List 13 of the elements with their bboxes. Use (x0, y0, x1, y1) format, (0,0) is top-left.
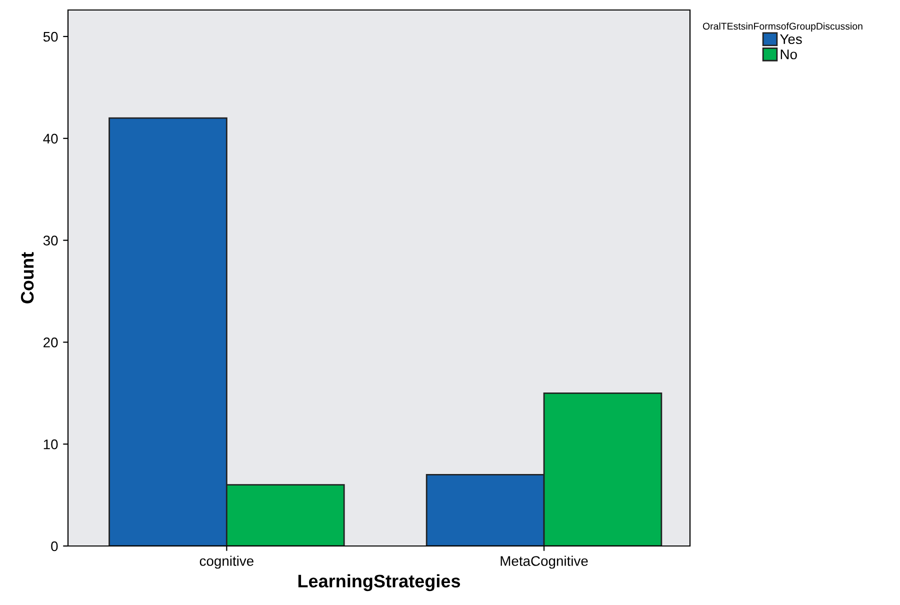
y-tick-label: 40 (43, 134, 58, 144)
y-tick-label: 30 (43, 236, 58, 246)
y-tick-label: 0 (51, 541, 58, 552)
y-tick-label: 10 (44, 439, 58, 450)
x-axis-title: LearningStrategies (298, 574, 460, 592)
legend-label: Yes (780, 34, 802, 44)
y-tick-label: 20 (44, 338, 58, 348)
legend-label: No (780, 50, 797, 60)
x-tick-label: MetaCognitive (500, 556, 588, 569)
legend-title: OralTEstsinFormsofGroupDiscussion (702, 22, 862, 32)
x-tick-label: cognitive (200, 556, 254, 569)
y-tick-label: 50 (43, 32, 58, 42)
y-axis-title: Count (20, 252, 34, 304)
